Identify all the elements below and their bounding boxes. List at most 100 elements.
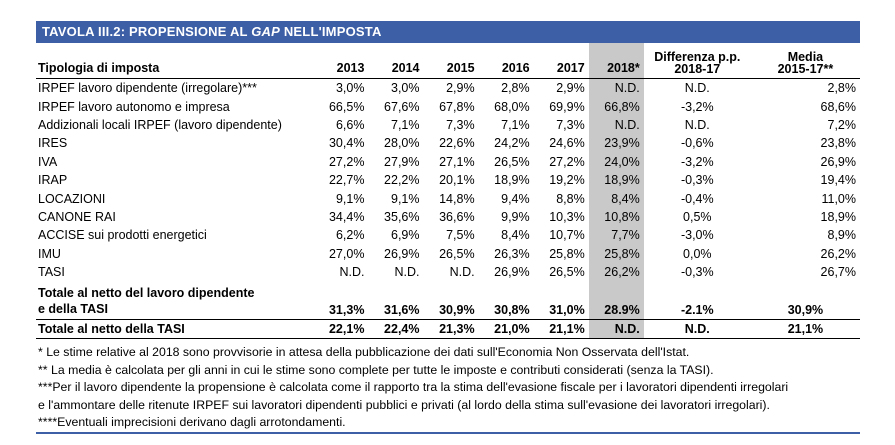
table-row: LOCAZIONI 9,1% 9,1% 14,8% 9,4% 8,8% 8,4% -0,4% 1… xyxy=(36,189,860,208)
row-cell: N.D. xyxy=(394,265,420,280)
title-suffix: NELL'IMPOSTA xyxy=(280,24,382,39)
table-row: Addizionali locali IRPEF (lavoro dipende… xyxy=(36,115,860,135)
row-cell: 8,8% xyxy=(556,191,585,206)
row-cell: 2,9% xyxy=(446,81,475,96)
row-cell: 2,9% xyxy=(556,81,585,96)
row-cell: 26,9% xyxy=(384,246,420,261)
header-year: 2017 xyxy=(533,43,589,79)
table-row: IRAP 22,7% 22,2% 20,1% 18,9% 19,2% 18,9% -0,3% 1… xyxy=(36,170,860,190)
header-year: 2013 xyxy=(313,43,369,79)
row-cell: 27,1% xyxy=(439,154,475,169)
row-diff: 0,0% xyxy=(683,246,712,261)
row-media: 26,9% xyxy=(820,154,856,169)
row-diff: -0,6% xyxy=(680,136,714,151)
total-cell: 31,0% xyxy=(549,303,585,318)
row-cell: 27,9% xyxy=(384,154,420,169)
row-cell: 26,5% xyxy=(549,265,585,280)
header-media-line2: 2015-17** xyxy=(777,62,834,76)
row-media: 2,8% xyxy=(827,81,857,96)
row-media: 68,6% xyxy=(820,99,856,114)
row-label: TASI xyxy=(38,265,65,280)
total-cell: 22,4% xyxy=(368,319,424,340)
row-cell-highlight: N.D. xyxy=(588,78,644,98)
row-media: 7,2% xyxy=(827,117,857,132)
row-cell: N.D. xyxy=(449,265,475,280)
table-row: IRPEF lavoro dipendente (irregolare)*** 3… xyxy=(36,78,860,98)
header-year: 2014 xyxy=(368,43,424,79)
row-cell: 28,0% xyxy=(384,136,420,151)
row-label: IRAP xyxy=(38,173,68,188)
row-label: IVA xyxy=(38,154,58,169)
row-cell: 7,1% xyxy=(501,117,530,132)
row-cell: 69,9% xyxy=(549,99,585,114)
row-cell: 26,5% xyxy=(494,154,530,169)
row-label: IRES xyxy=(38,136,68,151)
row-cell-highlight: 24,0% xyxy=(588,152,644,171)
row-cell: 67,8% xyxy=(439,99,475,114)
row-cell: 10,3% xyxy=(549,209,585,224)
row-cell-highlight: 8,4% xyxy=(588,189,644,208)
row-cell: 20,1% xyxy=(439,173,475,188)
row-cell: 24,6% xyxy=(549,136,585,151)
row-diff: -0,3% xyxy=(680,173,714,188)
header-year: 2016 xyxy=(478,43,534,79)
total-diff: N.D. xyxy=(643,319,751,340)
header-media: Media 2015-17** xyxy=(750,43,860,79)
total-row-2: Totale al netto della TASI 22,1% 22,4% 2… xyxy=(36,319,860,340)
row-label: IRPEF lavoro autonomo e impresa xyxy=(38,99,230,114)
row-label: LOCAZIONI xyxy=(38,191,106,206)
row-cell-highlight: 23,9% xyxy=(588,134,644,153)
total-cell: 30,9% xyxy=(439,303,475,318)
row-diff: -3,2% xyxy=(680,99,714,114)
total-label: Totale al netto del lavoro dipendente e d… xyxy=(36,281,313,320)
row-cell: 24,2% xyxy=(494,136,530,151)
row-cell: 25,8% xyxy=(549,246,585,261)
total-media: 30,9% xyxy=(787,303,824,318)
total-cell: 21,3% xyxy=(423,319,479,340)
row-cell: 14,8% xyxy=(439,191,475,206)
row-cell: 9,1% xyxy=(391,191,420,206)
row-cell: 7,1% xyxy=(391,117,420,132)
row-cell: 6,2% xyxy=(335,228,365,243)
total-cell: 21,0% xyxy=(478,319,534,340)
row-cell: 27,2% xyxy=(328,154,365,169)
table-row: TASI N.D. N.D. N.D. 26,9% 26,5% 26,2% -0,3% 26,7… xyxy=(36,262,860,282)
row-cell: 22,6% xyxy=(439,136,475,151)
row-cell: 6,6% xyxy=(335,117,365,132)
row-diff: -0,3% xyxy=(680,265,714,280)
total-cell-highlight: N.D. xyxy=(588,319,644,340)
total-label: Totale al netto della TASI xyxy=(36,319,314,340)
row-cell: 8,4% xyxy=(501,228,530,243)
header-diff-line2: 2018-17 xyxy=(674,62,721,76)
table-row: IRES 30,4% 28,0% 22,6% 24,2% 24,6% 23,9% -0,6% 2… xyxy=(36,134,860,153)
title-prefix: TAVOLA III.2: PROPENSIONE AL xyxy=(42,24,252,39)
row-diff: -3,0% xyxy=(680,228,714,243)
row-cell-highlight: 7,7% xyxy=(588,226,644,245)
row-diff: N.D. xyxy=(684,81,710,96)
row-cell: 68,0% xyxy=(494,99,530,114)
row-cell: 30,4% xyxy=(328,136,365,151)
gap-table: Tipologia di imposta 2013 2014 2015 2016… xyxy=(36,43,860,340)
row-media: 26,7% xyxy=(820,265,856,280)
row-cell: 7,3% xyxy=(446,117,475,132)
row-cell: 3,0% xyxy=(391,81,420,96)
row-media: 23,8% xyxy=(820,136,856,151)
row-cell: 6,9% xyxy=(391,228,420,243)
table-row: IRPEF lavoro autonomo e impresa 66,5% 67,6… xyxy=(36,97,860,116)
bottom-rule xyxy=(36,432,860,434)
header-media-line1: Media xyxy=(787,50,824,64)
table-row: IMU 27,0% 26,9% 26,5% 26,3% 25,8% 25,8% 0,0% 26,… xyxy=(36,244,860,263)
row-cell: 10,7% xyxy=(549,228,585,243)
row-cell: 66,5% xyxy=(328,99,365,114)
row-cell-highlight: 66,8% xyxy=(588,97,644,116)
row-cell: 22,2% xyxy=(384,173,420,188)
row-cell: 27,0% xyxy=(328,246,365,261)
row-cell: 22,7% xyxy=(328,173,365,188)
header-year: 2015 xyxy=(423,43,479,79)
row-cell-highlight: N.D. xyxy=(588,115,644,135)
total-media: 21,1% xyxy=(750,319,860,340)
row-cell-highlight: 25,8% xyxy=(588,244,644,263)
row-cell: 26,3% xyxy=(494,246,530,261)
row-cell: 18,9% xyxy=(494,173,530,188)
total-label-line1: Totale al netto del lavoro dipendente xyxy=(38,286,255,301)
